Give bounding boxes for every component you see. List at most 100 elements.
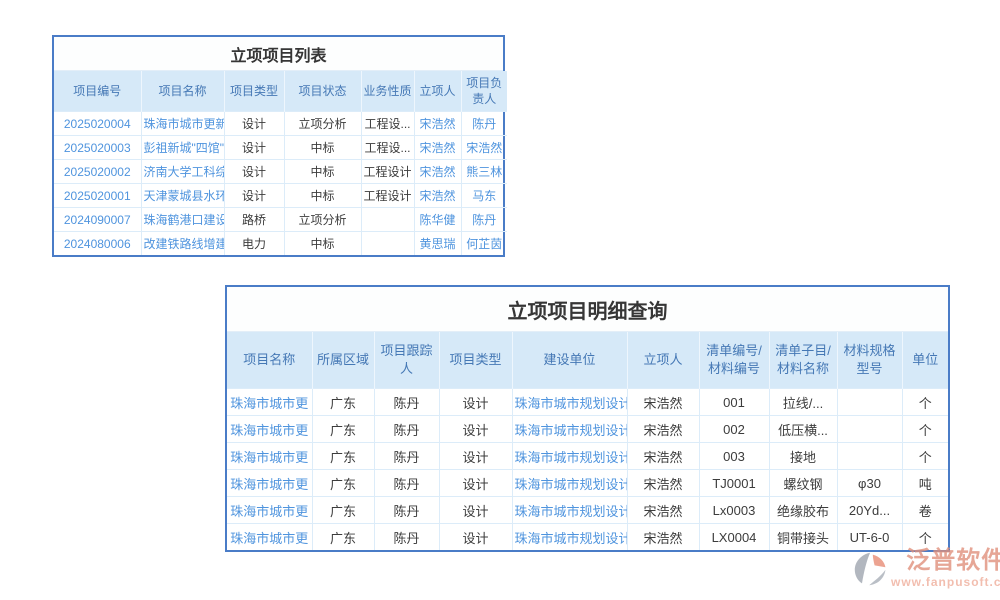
cell-link[interactable]: 2024080006	[54, 231, 142, 256]
cell: 设计	[224, 111, 285, 136]
cell: 工程设...	[361, 135, 415, 160]
project-list-table: 项目编号 项目名称 项目类型 项目状态 业务性质 立项人 项目负责人 2025020004 珠…	[54, 71, 507, 256]
cell: 拉线/...	[769, 388, 838, 416]
project-detail-body: 珠海市城市更 广东 陈丹 设计 珠海市城市规划设计 宋浩然 001 拉线/... 个珠海市城市更…	[227, 388, 948, 550]
cell: 宋浩然	[627, 469, 700, 497]
list_table-column-header-2: 项目类型	[224, 71, 285, 112]
cell-link[interactable]: 改建铁路线增建...	[141, 231, 225, 256]
cell-link[interactable]: 珠海市城市规划设计	[512, 523, 628, 550]
cell	[837, 388, 903, 416]
vendor-watermark: 泛普软件 www.fanpusoft.com	[853, 549, 1000, 589]
detail_table-column-header-7: 清单子目/材料名称	[769, 332, 838, 389]
cell-link[interactable]: 珠海市城市规划设计	[512, 442, 628, 470]
detail_table-row-3: 珠海市城市更 广东 陈丹 设计 珠海市城市规划设计 宋浩然 TJ0001 螺纹钢 φ30 吨	[227, 469, 948, 497]
cell-link[interactable]: 熊三林	[461, 159, 507, 184]
cell-link[interactable]: 珠海市城市更	[227, 469, 313, 497]
cell: 中标	[284, 231, 362, 256]
cell-link[interactable]: 珠海市城市规划设计	[512, 388, 628, 416]
cell: 中标	[284, 183, 362, 208]
cell: 设计	[224, 183, 285, 208]
cell-link[interactable]: 珠海市城市规划设计	[512, 415, 628, 443]
cell-link[interactable]: 2025020001	[54, 183, 142, 208]
cell: 个	[902, 415, 948, 443]
cell-link[interactable]: 马东	[461, 183, 507, 208]
cell	[837, 415, 903, 443]
cell: 陈丹	[374, 388, 440, 416]
cell: 绝缘胶布	[769, 496, 838, 524]
detail_table-column-header-1: 所属区域	[312, 332, 375, 389]
list_table-column-header-4: 业务性质	[361, 71, 415, 112]
cell-link[interactable]: 2024090007	[54, 207, 142, 232]
cell-link[interactable]: 珠海市城市更新...	[141, 111, 225, 136]
cell-link[interactable]: 宋浩然	[461, 135, 507, 160]
cell: 螺纹钢	[769, 469, 838, 497]
cell: 中标	[284, 135, 362, 160]
fanpu-brand-name: 泛普软件	[906, 547, 1000, 574]
cell-link[interactable]: 珠海市城市更	[227, 523, 313, 550]
cell: LX0004	[699, 523, 770, 550]
cell: 陈丹	[374, 523, 440, 550]
cell: 设计	[439, 523, 513, 550]
cell: 宋浩然	[627, 388, 700, 416]
detail_table-column-header-9: 单位	[902, 332, 948, 389]
cell: 设计	[439, 496, 513, 524]
project-detail-table: 项目名称 所属区域 项目跟踪人 项目类型 建设单位 立项人 清单编号/材料编号 清单子目/材料…	[227, 332, 948, 550]
cell	[361, 207, 415, 232]
cell-link[interactable]: 黄思瑞	[414, 231, 462, 256]
cell: 路桥	[224, 207, 285, 232]
detail_table-row-4: 珠海市城市更 广东 陈丹 设计 珠海市城市规划设计 宋浩然 Lx0003 绝缘胶布 20Yd..…	[227, 496, 948, 524]
cell-link[interactable]: 陈丹	[461, 207, 507, 232]
cell-link[interactable]: 宋浩然	[414, 183, 462, 208]
cell: 设计	[224, 135, 285, 160]
cell-link[interactable]: 珠海市城市更	[227, 496, 313, 524]
cell: φ30	[837, 469, 903, 497]
cell-link[interactable]: 2025020002	[54, 159, 142, 184]
detail_table-column-header-5: 立项人	[627, 332, 700, 389]
cell-link[interactable]: 珠海鹤港口建设	[141, 207, 225, 232]
list_table-row-4: 2024090007 珠海鹤港口建设 路桥 立项分析 陈华健 陈丹	[54, 207, 507, 232]
cell: 个	[902, 388, 948, 416]
cell: 宋浩然	[627, 496, 700, 524]
detail_table-column-header-2: 项目跟踪人	[374, 332, 440, 389]
cell: 个	[902, 442, 948, 470]
project-detail-title: 立项项目明细查询	[227, 287, 948, 332]
cell-link[interactable]: 宋浩然	[414, 159, 462, 184]
cell-link[interactable]: 珠海市城市更	[227, 415, 313, 443]
cell-link[interactable]: 彭祖新城"四馆"...	[141, 135, 225, 160]
project-list-header-row: 项目编号 项目名称 项目类型 项目状态 业务性质 立项人 项目负责人	[54, 71, 507, 112]
cell: 广东	[312, 496, 375, 524]
cell-link[interactable]: 宋浩然	[414, 111, 462, 136]
cell-link[interactable]: 何芷茵	[461, 231, 507, 256]
cell-link[interactable]: 珠海市城市规划设计	[512, 496, 628, 524]
list_table-column-header-3: 项目状态	[284, 71, 362, 112]
cell: 中标	[284, 159, 362, 184]
cell-link[interactable]: 珠海市城市规划设计	[512, 469, 628, 497]
cell: 宋浩然	[627, 415, 700, 443]
cell-link[interactable]: 2025020003	[54, 135, 142, 160]
detail_table-column-header-8: 材料规格型号	[837, 332, 903, 389]
cell-link[interactable]: 珠海市城市更	[227, 442, 313, 470]
cell: 广东	[312, 469, 375, 497]
cell-link[interactable]: 珠海市城市更	[227, 388, 313, 416]
cell-link[interactable]: 2025020004	[54, 111, 142, 136]
cell: 广东	[312, 415, 375, 443]
cell-link[interactable]: 天津蒙城县水环...	[141, 183, 225, 208]
fanpu-logo-icon	[854, 552, 886, 586]
cell: UT-6-0	[837, 523, 903, 550]
cell-link[interactable]: 陈华健	[414, 207, 462, 232]
cell: 宋浩然	[627, 523, 700, 550]
cell: 工程设计	[361, 159, 415, 184]
cell-link[interactable]: 宋浩然	[414, 135, 462, 160]
detail_table-column-header-6: 清单编号/材料编号	[699, 332, 770, 389]
cell-link[interactable]: 济南大学工科综...	[141, 159, 225, 184]
cell-link[interactable]: 陈丹	[461, 111, 507, 136]
cell: 陈丹	[374, 415, 440, 443]
project-list-panel: 立项项目列表 项目编号 项目名称 项目类型 项目状态 业务性质 立项人 项目负责人 2025…	[52, 35, 507, 258]
detail_table-row-5: 珠海市城市更 广东 陈丹 设计 珠海市城市规划设计 宋浩然 LX0004 铜带接头 UT-6-0…	[227, 523, 948, 550]
cell: 电力	[224, 231, 285, 256]
cell: 设计	[439, 388, 513, 416]
project-detail-panel: 立项项目明细查询 项目名称 所属区域 项目跟踪人 项目类型 建设单位 立项人 清单编号/材料…	[225, 285, 950, 552]
detail_table-column-header-0: 项目名称	[227, 332, 313, 389]
